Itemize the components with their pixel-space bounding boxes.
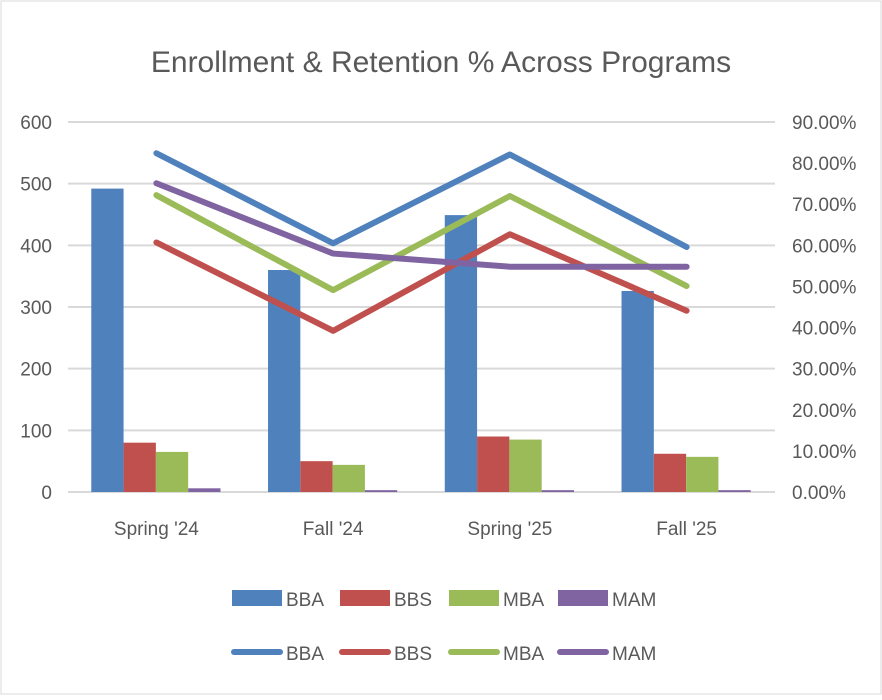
x-axis-tick-label: Spring '24 bbox=[114, 519, 199, 540]
bar-bba bbox=[621, 290, 654, 492]
bar-mam bbox=[541, 490, 574, 492]
right-axis-tick-label: 70.00% bbox=[792, 195, 857, 216]
right-axis-tick-label: 0.00% bbox=[792, 483, 846, 504]
legend-bar-swatch-bbs bbox=[340, 590, 390, 606]
right-axis-tick-label: 90.00% bbox=[792, 113, 857, 134]
right-axis-tick-label: 80.00% bbox=[792, 154, 857, 175]
left-axis-tick-label: 400 bbox=[20, 236, 52, 257]
bar-mba bbox=[686, 456, 719, 492]
right-axis-tick-label: 30.00% bbox=[792, 360, 857, 381]
bar-bbs bbox=[300, 461, 333, 492]
bar-mba bbox=[509, 439, 542, 492]
left-axis-tick-label: 0 bbox=[41, 483, 52, 504]
line-mam bbox=[153, 180, 690, 270]
legend-line-label: BBS bbox=[394, 644, 432, 665]
left-axis-tick-label: 200 bbox=[20, 360, 52, 381]
bar-mam bbox=[188, 488, 221, 492]
line-bbs bbox=[153, 231, 690, 334]
right-axis-tick-label: 20.00% bbox=[792, 401, 857, 422]
legend-bar-swatch-mam bbox=[558, 590, 608, 606]
left-axis-tick-label: 300 bbox=[20, 298, 52, 319]
legend-line-label: MBA bbox=[503, 644, 545, 665]
x-axis-tick-label: Fall '24 bbox=[303, 519, 364, 540]
legend-line-label: MAM bbox=[612, 644, 656, 665]
right-axis-tick-label: 10.00% bbox=[792, 442, 857, 463]
legend-bar-label: BBS bbox=[394, 590, 432, 611]
bar-mba bbox=[155, 451, 189, 492]
legend-bar-swatch-bba bbox=[232, 590, 282, 606]
bar-bbs bbox=[653, 453, 687, 492]
right-axis-tick-label: 40.00% bbox=[792, 319, 857, 340]
x-axis-tick-label: Spring '25 bbox=[467, 519, 552, 540]
legend-bar-swatch-mba bbox=[449, 590, 499, 606]
bar-mba bbox=[332, 464, 365, 492]
legend-bar-label: BBA bbox=[286, 590, 324, 611]
bar-bba bbox=[91, 188, 124, 492]
chart-title: Enrollment & Retention % Across Programs bbox=[151, 46, 731, 79]
bar-mam bbox=[718, 490, 751, 492]
right-axis-tick-label: 50.00% bbox=[792, 277, 857, 298]
legend-line-label: BBA bbox=[286, 644, 324, 665]
line-mba bbox=[153, 192, 690, 294]
right-axis-tick-label: 60.00% bbox=[792, 236, 857, 257]
legend-bar-label: MBA bbox=[503, 590, 545, 611]
line-bba bbox=[153, 150, 690, 250]
bar-bbs bbox=[477, 436, 510, 492]
bar-mam bbox=[364, 490, 398, 492]
x-axis-tick-label: Fall '25 bbox=[656, 519, 717, 540]
left-axis-tick-label: 500 bbox=[20, 175, 52, 196]
left-axis-tick-label: 100 bbox=[20, 421, 52, 442]
legend-bar-label: MAM bbox=[612, 590, 656, 611]
left-axis-tick-label: 600 bbox=[20, 113, 52, 134]
bar-bbs bbox=[123, 442, 156, 492]
